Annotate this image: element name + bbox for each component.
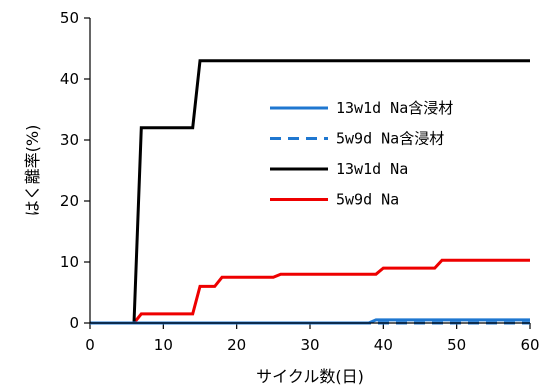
series-line-3	[90, 258, 530, 325]
x-tick-label: 20	[227, 336, 246, 354]
y-axis-ticks: 0 10 20 30 40 50	[60, 9, 90, 332]
x-tick-label: 30	[300, 336, 319, 354]
y-axis-label: はく離率(%)	[23, 125, 42, 217]
series-line-2	[90, 59, 530, 325]
legend-label-0: 13w1d Na含浸材	[336, 99, 453, 117]
legend-label-1: 5w9d Na含浸材	[336, 130, 444, 148]
x-axis-ticks: 0 10 20 30 40 50 60	[85, 323, 540, 354]
legend-label-3: 5w9d Na	[336, 191, 399, 209]
y-tick-label: 40	[60, 70, 79, 88]
x-axis-label: サイクル数(日)	[256, 367, 364, 386]
series-lines	[90, 59, 530, 325]
legend: 13w1d Na含浸材 5w9d Na含浸材 13w1d Na 5w9d Na	[270, 99, 453, 209]
x-tick-label: 60	[520, 336, 539, 354]
x-tick-label: 40	[374, 336, 393, 354]
x-tick-label: 10	[154, 336, 173, 354]
x-tick-label: 0	[85, 336, 95, 354]
y-tick-label: 10	[60, 253, 79, 271]
y-tick-label: 0	[69, 314, 79, 332]
legend-label-2: 13w1d Na	[336, 160, 408, 178]
y-tick-label: 20	[60, 192, 79, 210]
y-tick-label: 30	[60, 131, 79, 149]
y-tick-label: 50	[60, 9, 79, 27]
x-tick-label: 50	[447, 336, 466, 354]
